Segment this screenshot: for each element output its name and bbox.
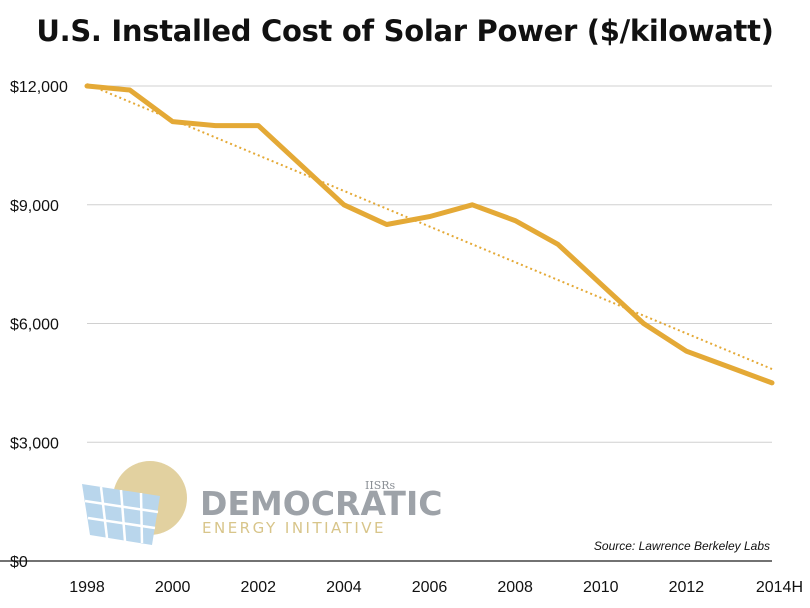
logo-small-text: IISRs <box>365 479 396 492</box>
x-tick-label: 1998 <box>69 579 105 596</box>
logo-sub-text: ENERGY INITIATIVE <box>202 519 386 537</box>
y-tick-label: $3,000 <box>10 435 59 452</box>
y-tick-label: $12,000 <box>10 79 68 96</box>
x-tick-label: 2002 <box>240 579 276 596</box>
solar-panel-icon <box>82 461 187 545</box>
x-tick-label: 2010 <box>583 579 619 596</box>
y-tick-label: $6,000 <box>10 317 59 334</box>
y-tick-label: $9,000 <box>10 198 59 215</box>
series-line <box>84 83 775 386</box>
y-tick-label: $0 <box>10 554 28 571</box>
chart-title: U.S. Installed Cost of Solar Power ($/ki… <box>36 14 774 48</box>
x-tick-label: 2006 <box>412 579 448 596</box>
x-axis-tick-labels: 1998 2000 2002 2004 2006 2008 2010 2012 2014H <box>69 579 803 596</box>
logo-main-text: DEMOCRATIC <box>200 484 442 523</box>
x-tick-label: 2004 <box>326 579 362 596</box>
x-tick-label: 2000 <box>155 579 191 596</box>
x-tick-label: 2008 <box>497 579 533 596</box>
x-tick-label: 2012 <box>669 579 705 596</box>
source-note: Source: Lawrence Berkeley Labs <box>594 539 770 553</box>
democratic-energy-initiative-logo: IISRs DEMOCRATIC ENERGY INITIATIVE <box>82 461 442 545</box>
x-tick-label: 2014H <box>756 579 803 596</box>
gridlines <box>0 85 772 562</box>
y-axis-tick-labels: $0 $3,000 $6,000 $9,000 $12,000 <box>10 79 68 571</box>
trendline-dotted <box>86 83 773 370</box>
